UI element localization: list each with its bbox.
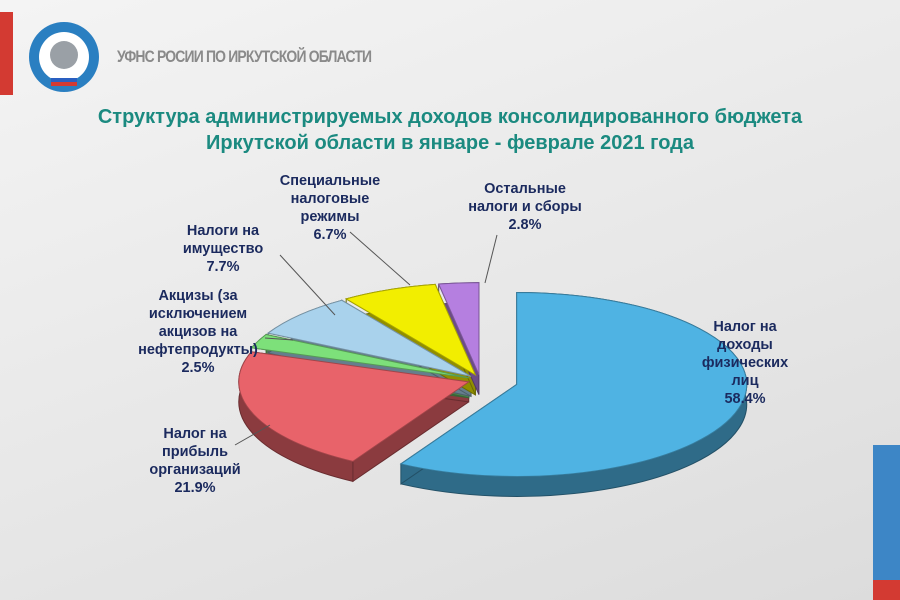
organization-name: УФНС РОСИИ ПО ИРКУТСКОЙ ОБЛАСТИ (117, 47, 372, 66)
label-value: 7.7% (206, 259, 240, 275)
title-line-2: Иркутской области в январе - феврале 202… (206, 132, 694, 154)
label-value: 21.9% (174, 480, 216, 496)
label-property: Налоги на имущество 7.7% (168, 222, 278, 276)
pie-slice-5 (437, 282, 480, 375)
leader-property (279, 254, 336, 316)
pie-slice-0 (399, 291, 748, 477)
label-name: Акцизы (за исключением акцизов на нефтеп… (138, 288, 258, 358)
label-name: Специальные налоговые режимы (279, 173, 381, 225)
label-excise: Акцизы (за исключением акцизов на нефтеп… (118, 287, 278, 377)
leader-lines (234, 231, 498, 446)
pie-slice-3 (266, 299, 472, 377)
label-ndfl: Налог на доходы физических лиц 58.4% (690, 318, 800, 408)
leader-excise (264, 337, 294, 341)
red-accent-bar (0, 12, 13, 95)
red-corner-bar (873, 580, 900, 600)
chart-title: Структура администрируемых доходов консо… (0, 104, 900, 156)
label-value: 6.7% (313, 227, 347, 243)
leader-other (484, 234, 498, 284)
label-special: Специальные налоговые режимы 6.7% (265, 172, 395, 244)
label-value: 2.5% (181, 360, 215, 376)
label-value: 58.4% (724, 391, 766, 407)
pie-slice-4 (344, 283, 477, 377)
title-line-1: Структура администрируемых доходов консо… (97, 106, 803, 128)
fns-logo (29, 22, 99, 92)
leader-profit (234, 424, 271, 446)
pie-slice-2 (250, 333, 470, 379)
label-other: Остальные налоги и сборы 2.8% (455, 180, 595, 234)
label-name: Налоги на имущество (182, 223, 264, 257)
label-profit: Налог на прибыль организаций 21.9% (135, 425, 255, 497)
label-name: Налог на доходы физических лиц (701, 319, 789, 389)
label-name: Налог на прибыль организаций (149, 426, 241, 478)
leader-special (349, 231, 411, 286)
label-value: 2.8% (508, 217, 542, 233)
pie-slice-1 (238, 351, 471, 462)
blue-accent-bar (873, 445, 900, 580)
label-name: Остальные налоги и сборы (468, 181, 582, 215)
